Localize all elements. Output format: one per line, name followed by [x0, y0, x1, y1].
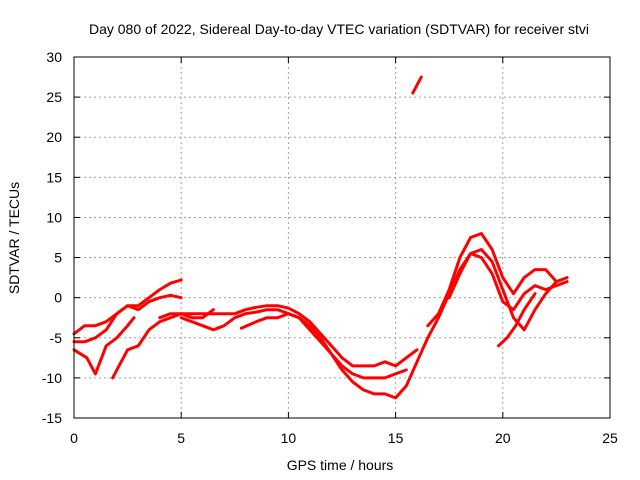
y-tick-label: 0: [54, 290, 62, 306]
series-line-track-5: [158, 304, 419, 368]
series-line-track-6: [179, 308, 408, 380]
y-axis-label: SDTVAR / TECUs: [6, 182, 22, 294]
y-tick-label: -10: [42, 370, 62, 386]
x-tick-label: 20: [495, 430, 511, 446]
y-tick-label: 30: [46, 49, 62, 65]
y-tick-label: 25: [46, 89, 62, 105]
x-tick-label: 10: [281, 430, 297, 446]
series-line-track-3: [72, 316, 136, 376]
axis-ticks: 0 5 10 15 20 25 -15 -10 -5 0 5 10 15 20 25 30: [42, 49, 618, 446]
y-tick-label: 15: [46, 169, 62, 185]
series-line-track-8: [426, 232, 569, 328]
series-line-track-7: [239, 252, 569, 400]
x-axis-label: GPS time / hours: [287, 457, 394, 473]
series-line-track-9: [447, 248, 558, 332]
x-tick-label: 25: [602, 430, 618, 446]
y-tick-label: 20: [46, 129, 62, 145]
y-tick-label: 10: [46, 209, 62, 225]
series-line-track-11: [411, 75, 423, 95]
chart-title: Day 080 of 2022, Sidereal Day-to-day VTE…: [89, 21, 589, 37]
x-tick-label: 15: [388, 430, 404, 446]
y-tick-label: -15: [42, 410, 62, 426]
data-series: [72, 75, 569, 400]
series-line-track-2: [72, 293, 183, 344]
x-tick-label: 0: [70, 430, 78, 446]
plot-frame: [73, 56, 611, 419]
series-line-track-10: [497, 292, 537, 348]
x-tick-label: 5: [177, 430, 185, 446]
series-line-track-4: [111, 308, 215, 380]
y-tick-label: 5: [54, 250, 62, 266]
y-tick-label: -5: [50, 330, 63, 346]
